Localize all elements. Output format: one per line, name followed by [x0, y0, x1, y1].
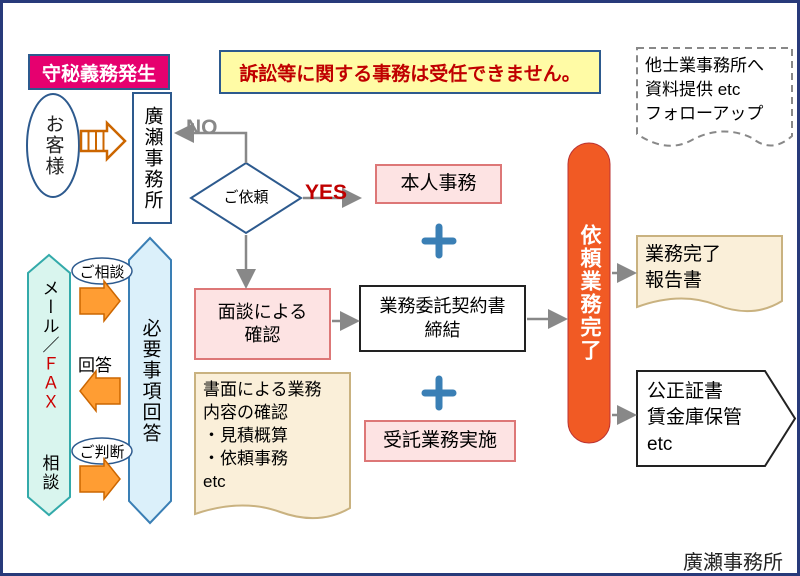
- judge-label: ご判断: [72, 441, 132, 461]
- yes-label: YES: [305, 181, 347, 205]
- written-confirm-box: 書面による業務 内容の確認 ・見積概算 ・依頼事務 etc: [195, 373, 350, 518]
- confidentiality-banner: 守秘義務発生: [29, 55, 169, 89]
- mail-fax-node: メール／ＦＡＸ 相談: [28, 255, 70, 515]
- request-diamond: ご依頼: [191, 186, 301, 207]
- no-label: NO: [186, 116, 218, 140]
- reply-label: 回答: [78, 351, 112, 376]
- hirose-office-node: 廣瀬事務所: [133, 93, 171, 223]
- honjin-box: 本人事務: [376, 165, 501, 203]
- warning-banner: 訴訟等に関する事務は受任できません。: [220, 51, 600, 93]
- consult-label: ご相談: [72, 261, 132, 281]
- required-answer-node: 必要事項回答: [129, 238, 171, 523]
- interview-box: 面談による 確認: [195, 289, 330, 359]
- followup-note: 他士業事務所へ 資料提供 etc フォローアップ: [637, 48, 792, 148]
- customer-node: お客様: [33, 98, 73, 193]
- completion-bar: 依頼業務完了: [568, 143, 610, 443]
- completion-report-box: 業務完了 報告書: [637, 236, 782, 311]
- notarial-box: 公正証書 賃金庫保管 etc: [637, 371, 787, 466]
- contract-box: 業務委託契約書 締結: [360, 286, 525, 351]
- footer-credit: 廣瀬事務所: [683, 546, 783, 575]
- execution-box: 受託業務実施: [365, 421, 515, 461]
